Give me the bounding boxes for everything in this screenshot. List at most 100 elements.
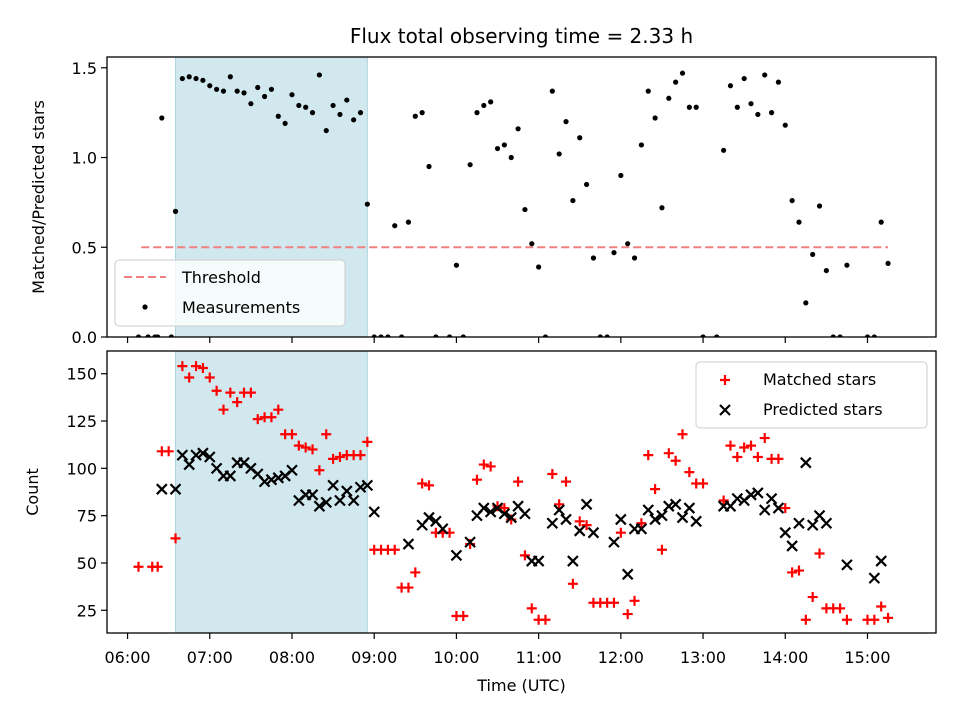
predicted-star-point — [334, 494, 346, 507]
x-tick-label: 15:00 — [844, 648, 890, 667]
matched-star-point — [471, 474, 482, 485]
matched-star-point — [499, 503, 510, 514]
matched-star-point — [225, 387, 236, 398]
measurement-point — [186, 74, 192, 80]
measurement-point — [775, 79, 782, 85]
measurement-point — [200, 77, 206, 83]
predicted-star-point — [786, 540, 798, 552]
measurement-point — [337, 111, 343, 118]
y-tick-label-bottom: 125 — [66, 412, 97, 431]
x-tick-label: 12:00 — [598, 648, 644, 667]
predicted-star-point — [327, 479, 339, 492]
predicted-star-point — [258, 475, 271, 488]
measurement-point — [316, 72, 322, 78]
measurement-point — [611, 250, 617, 256]
matched-star-point — [725, 440, 736, 451]
matched-star-point — [465, 539, 476, 550]
measurement-point — [679, 70, 686, 76]
legend-measurements-swatch — [142, 304, 148, 310]
measurement-point — [844, 262, 850, 268]
y-tick-label-bottom: 75 — [77, 507, 97, 526]
measurement-point — [782, 122, 788, 128]
measurement-point — [515, 126, 521, 132]
matched-star-point — [574, 516, 585, 527]
matched-star-point — [643, 450, 654, 461]
matched-star-point — [752, 451, 763, 462]
chart-title: Flux total observing time = 2.33 h — [350, 24, 693, 48]
measurement-point — [289, 92, 295, 98]
predicted-star-point — [498, 507, 511, 520]
measurement-point — [159, 115, 165, 121]
predicted-star-point — [484, 506, 497, 518]
predicted-star-point — [765, 492, 778, 505]
matched-star-point — [266, 412, 277, 423]
matched-star-point — [177, 361, 188, 372]
matched-star-point — [629, 595, 640, 606]
measurement-point — [734, 104, 740, 110]
matched-star-point — [835, 603, 846, 614]
matched-star-point — [485, 461, 496, 472]
matched-star-point — [540, 614, 551, 625]
predicted-star-point — [361, 479, 374, 492]
predicted-star-point — [690, 515, 702, 528]
x-tick-label: 06:00 — [104, 648, 150, 667]
measurement-point — [207, 83, 213, 89]
predicted-star-point — [875, 555, 887, 567]
y-tick-label-bottom: 150 — [66, 365, 97, 384]
predicted-star-point — [519, 507, 531, 520]
predicted-star-point — [272, 472, 285, 484]
measurement-point — [179, 75, 185, 82]
measurement-point — [494, 145, 501, 152]
measurement-point — [419, 110, 425, 116]
predicted-star-point — [752, 487, 764, 499]
predicted-star-point — [841, 559, 853, 571]
measurement-point — [261, 93, 268, 100]
measurement-point — [248, 101, 254, 107]
measurement-point — [755, 111, 761, 118]
measurement-point — [768, 110, 775, 116]
measurement-point — [810, 251, 816, 258]
measurement-point — [303, 104, 309, 110]
matched-star-point — [458, 610, 469, 621]
x-tick-label: 09:00 — [351, 648, 397, 667]
predicted-star-point — [176, 449, 189, 461]
y-tick-label-top: 1.0 — [72, 149, 97, 168]
matched-star-point — [513, 476, 524, 487]
matched-star-point — [883, 612, 894, 623]
matched-star-point — [581, 520, 592, 531]
x-tick-label: 11:00 — [516, 648, 562, 667]
measurement-point — [590, 255, 597, 261]
predicted-star-point — [197, 447, 209, 459]
matched-star-point — [211, 385, 222, 396]
matched-star-point — [547, 469, 558, 480]
measurement-point — [193, 75, 199, 82]
measurement-point — [570, 197, 576, 204]
measurement-point — [227, 74, 233, 80]
predicted-star-point — [156, 483, 168, 495]
legend-measurements-label: Measurements — [182, 298, 300, 317]
predicted-star-point — [450, 549, 463, 562]
measurement-point — [501, 142, 507, 148]
matched-star-point — [389, 544, 400, 555]
matched-star-point — [245, 387, 256, 398]
legend-threshold-label: Threshold — [181, 268, 261, 287]
matched-star-point — [800, 614, 811, 625]
predicted-star-point — [772, 502, 785, 514]
measurement-point — [638, 142, 644, 148]
predicted-star-point — [224, 470, 237, 482]
predicted-star-point — [505, 511, 518, 524]
legend-predicted-label: Predicted stars — [763, 400, 883, 419]
measurement-point — [364, 201, 370, 207]
matched-star-point — [663, 448, 674, 459]
x-tick-label: 14:00 — [762, 648, 808, 667]
predicted-star-point — [608, 536, 620, 548]
predicted-star-point — [286, 464, 298, 477]
measurement-point — [220, 88, 227, 94]
matched-star-point — [656, 544, 667, 555]
measurement-point — [549, 88, 555, 94]
matched-star-point — [718, 495, 729, 506]
predicted-star-point — [368, 506, 380, 518]
predicted-star-point — [656, 509, 668, 522]
matched-star-point — [184, 372, 195, 383]
